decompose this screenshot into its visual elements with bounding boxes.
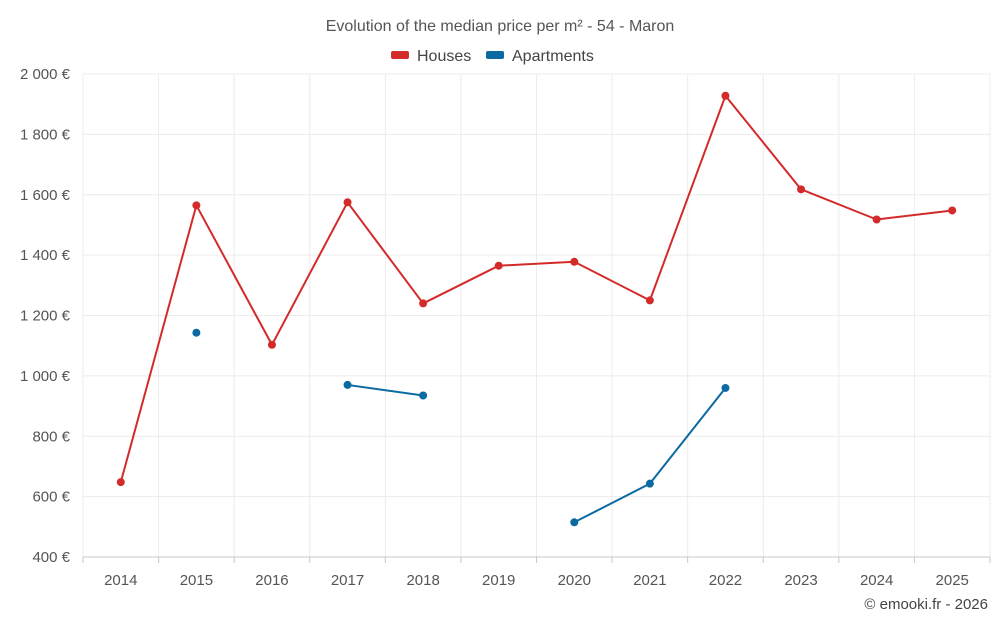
y-tick-label: 1 000 € [20,368,71,385]
x-tick-label: 2021 [633,572,666,589]
data-point[interactable] [721,91,730,100]
y-tick-label: 1 400 € [20,247,71,264]
legend-label: Houses [417,48,471,65]
data-point[interactable] [645,479,654,488]
credit-text: © emooki.fr - 2026 [864,596,988,613]
chart-title: Evolution of the median price per m² - 5… [326,18,675,35]
data-point[interactable] [570,518,579,527]
data-point[interactable] [570,257,579,266]
y-tick-label: 600 € [32,489,70,506]
legend-item-houses[interactable]: Houses [391,48,471,65]
x-tick-label: 2017 [331,572,364,589]
x-tick-label: 2019 [482,572,515,589]
x-tick-label: 2016 [255,572,288,589]
y-axis: 400 € 600 € 800 € 1 000 € 1 200 € 1 400 € 1 60… [20,66,71,566]
x-tick-label: 2023 [784,572,817,589]
legend: Houses Apartments [391,48,594,65]
legend-label: Apartments [512,48,594,65]
y-tick-label: 1 800 € [20,126,71,143]
x-tick-label: 2025 [936,572,969,589]
series-line [347,383,424,397]
grid [82,73,991,557]
y-tick-label: 2 000 € [20,66,71,83]
y-tick-label: 1 600 € [20,187,71,204]
data-point[interactable] [948,206,957,215]
data-point[interactable] [797,185,806,194]
x-tick-label: 2022 [709,572,742,589]
legend-item-apartments[interactable]: Apartments [486,48,594,65]
x-axis: 2014 2015 2016 2017 2018 2019 2020 2021 2022 2023… [82,556,991,589]
y-tick-label: 400 € [32,549,70,566]
series-houses [116,91,957,487]
data-point[interactable] [116,478,125,487]
data-point[interactable] [645,296,654,305]
series-apartments [192,328,730,527]
series-group [116,91,957,527]
series-line [119,94,953,483]
data-point[interactable] [192,328,201,337]
x-tick-label: 2020 [558,572,591,589]
data-point[interactable] [343,198,352,207]
data-point[interactable] [872,215,881,224]
legend-swatch [391,51,409,59]
x-tick-label: 2018 [406,572,439,589]
x-tick-label: 2014 [104,572,137,589]
series-line [573,387,727,524]
data-point[interactable] [192,201,201,210]
data-point[interactable] [721,383,730,392]
data-point[interactable] [419,391,428,400]
data-point[interactable] [267,340,276,349]
y-tick-label: 800 € [32,428,70,445]
legend-swatch [486,51,504,59]
data-point[interactable] [343,380,352,389]
data-point[interactable] [494,261,503,270]
data-point[interactable] [419,299,428,308]
y-tick-label: 1 200 € [20,308,71,325]
x-tick-label: 2015 [180,572,213,589]
x-tick-label: 2024 [860,572,893,589]
